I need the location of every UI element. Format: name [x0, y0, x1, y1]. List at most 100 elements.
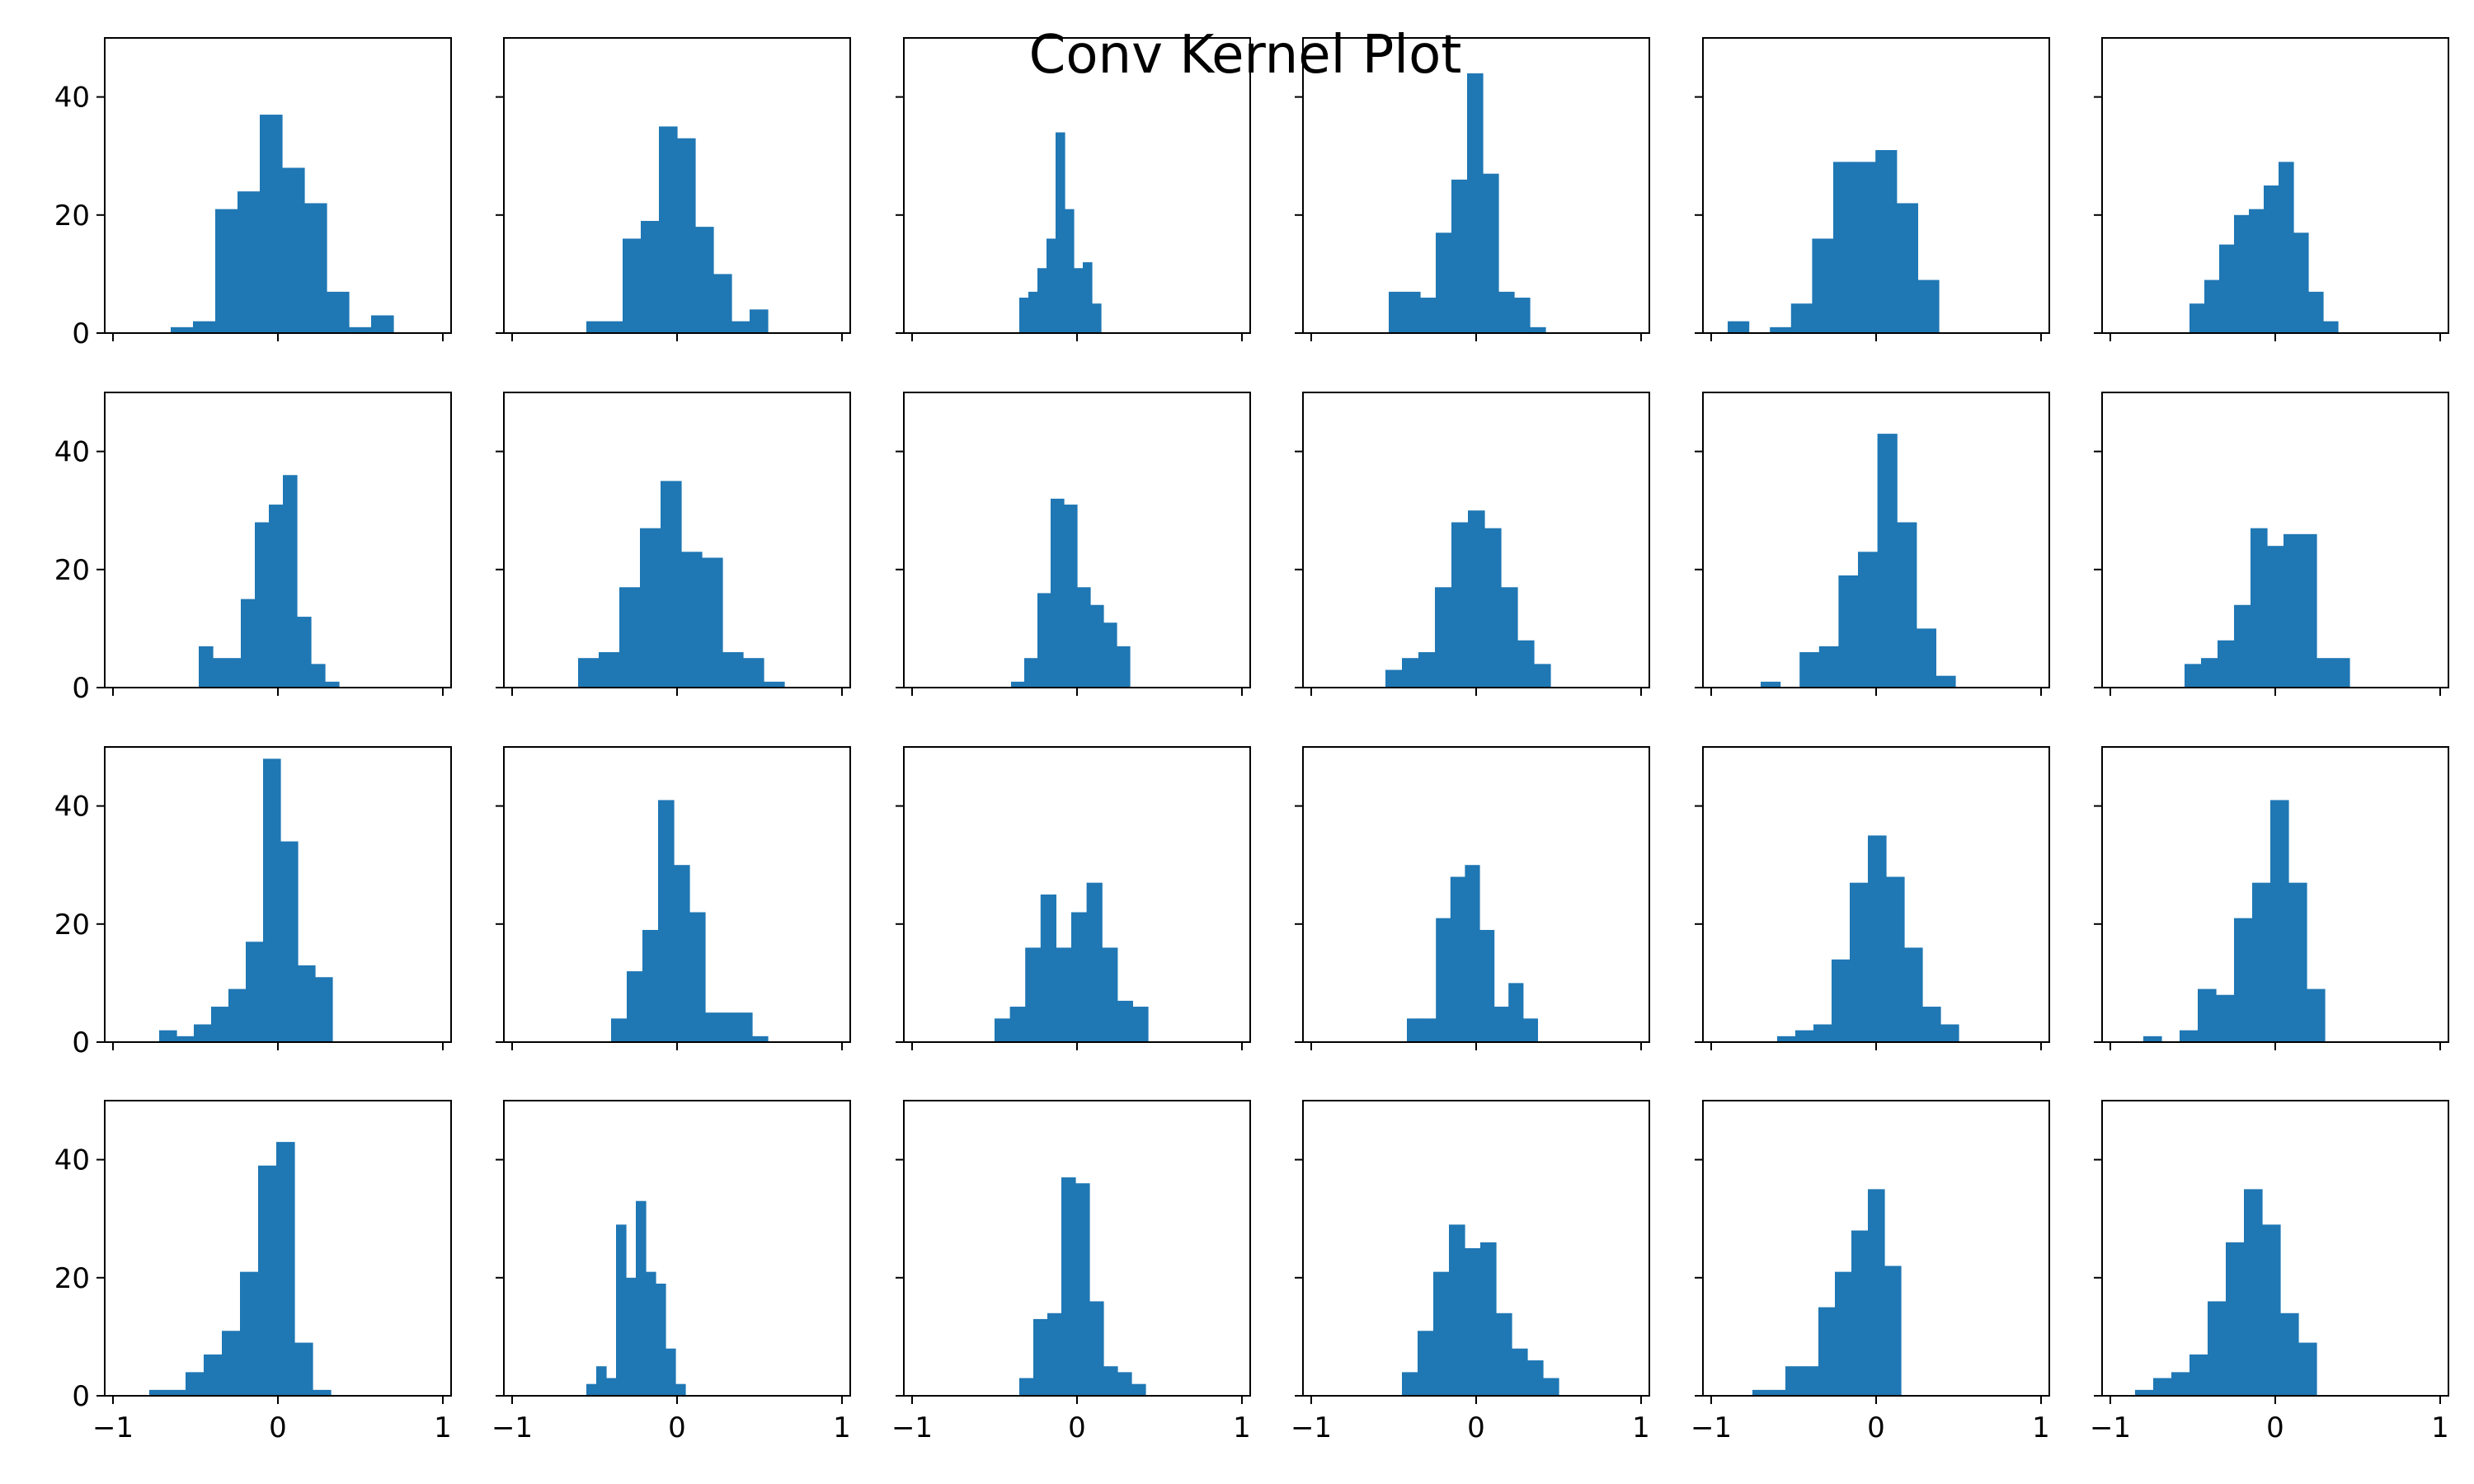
histogram-bar	[578, 658, 600, 688]
histogram-bar	[1802, 1366, 1819, 1396]
histogram-bar	[280, 841, 299, 1042]
histogram-bar	[211, 1007, 229, 1042]
histogram-bar	[1102, 947, 1118, 1042]
histogram-bar	[623, 238, 642, 333]
histogram-bar	[2264, 186, 2279, 333]
x-tick-label: 1	[1233, 1411, 1251, 1444]
histogram-bar	[1385, 669, 1403, 688]
histogram-bar	[1530, 326, 1546, 333]
panel-r3-c2	[496, 746, 851, 1050]
histogram-bar	[1435, 587, 1452, 688]
x-tick-label: 0	[1467, 1411, 1485, 1444]
histogram-bar	[1449, 1224, 1465, 1396]
histogram-bar	[1117, 1372, 1132, 1396]
panel-r2-c2	[496, 392, 851, 696]
histogram-bar	[1436, 232, 1452, 333]
histogram-bar	[702, 557, 723, 688]
histogram-bar	[2308, 291, 2324, 333]
histogram-bar	[1092, 303, 1102, 333]
histogram-bar	[2280, 1313, 2299, 1396]
histogram-bar	[1056, 132, 1065, 333]
histogram-bar	[1854, 162, 1876, 333]
histogram-bar	[2201, 658, 2218, 688]
histogram-bar	[2270, 800, 2289, 1042]
x-tick-label: 1	[833, 1411, 851, 1444]
histogram-bar	[213, 658, 228, 688]
histogram-bar	[2204, 279, 2220, 333]
panel-r1-c5	[1695, 37, 2050, 341]
histogram-bar	[1011, 681, 1025, 688]
histogram-bar	[1886, 876, 1905, 1042]
histogram-bar	[677, 138, 696, 333]
histogram-bar	[327, 291, 350, 333]
histogram-bar	[666, 1348, 676, 1396]
histogram-bar	[171, 326, 194, 333]
histogram-bar	[269, 505, 284, 688]
histogram-bar	[1451, 179, 1468, 333]
histogram-bar	[2198, 989, 2217, 1042]
histogram-bar	[721, 1012, 737, 1042]
histogram-bar	[349, 326, 372, 333]
panel-r2-c3	[896, 392, 1251, 696]
histogram-bar	[1916, 628, 1936, 688]
histogram-bar	[2267, 546, 2284, 688]
histogram-bar	[1832, 959, 1851, 1042]
histogram-bar	[222, 1331, 241, 1396]
histogram-bar	[611, 1018, 628, 1042]
histogram-bar	[1037, 268, 1047, 333]
histogram-bar	[255, 522, 270, 688]
histogram-bar	[311, 664, 326, 688]
histogram-bar	[596, 1366, 607, 1396]
histogram-bar	[1402, 658, 1419, 688]
y-tick-label: 20	[54, 200, 90, 232]
histogram-bar	[1835, 1271, 1852, 1396]
histogram-bar	[656, 1283, 666, 1396]
histogram-bar	[1790, 303, 1813, 333]
histogram-bar	[599, 652, 620, 688]
histogram-bar	[1025, 947, 1042, 1042]
histogram-bar	[674, 865, 690, 1042]
histogram-bar	[2262, 1224, 2281, 1396]
histogram-bar	[1896, 203, 1918, 333]
histogram-bar	[1813, 1024, 1832, 1042]
histogram-bar	[1028, 291, 1038, 333]
histogram-bar	[1040, 895, 1056, 1042]
y-tick-label: 0	[72, 1380, 90, 1413]
panel-r1-c1: 0 20 40	[54, 37, 452, 350]
x-tick-label: −1	[92, 1411, 134, 1444]
histogram-bar	[695, 227, 714, 333]
panel-r3-c5	[1695, 746, 2050, 1050]
histogram-bar	[1785, 1366, 1803, 1396]
histogram-bar	[1047, 238, 1056, 333]
histogram-bar	[1917, 279, 1940, 333]
histogram-bar	[2333, 658, 2350, 688]
histogram-bar	[297, 617, 312, 688]
histogram-bar	[627, 971, 643, 1042]
histogram-bar	[1752, 1389, 1770, 1396]
histogram-bar	[1117, 1000, 1133, 1042]
histogram-bar	[2298, 1342, 2317, 1396]
histogram-bar	[1019, 298, 1029, 333]
histogram-bar	[1480, 1242, 1497, 1396]
panel-r2-c6	[2094, 392, 2449, 696]
x-tick-label: −1	[492, 1411, 533, 1444]
histogram-bar	[241, 599, 256, 688]
histogram-bar	[1071, 912, 1088, 1042]
histogram-bar	[736, 1012, 753, 1042]
histogram-bar	[722, 652, 744, 688]
histogram-bar	[263, 758, 281, 1042]
histogram-bar	[194, 1024, 212, 1042]
histogram-bar	[658, 800, 675, 1042]
histogram-bar	[1479, 929, 1495, 1042]
x-tick-label: −1	[2090, 1411, 2131, 1444]
histogram-bar	[606, 1378, 617, 1396]
histogram-bar	[1009, 1007, 1026, 1042]
histogram-bar	[1922, 1007, 1941, 1042]
histogram-bar	[1799, 652, 1820, 688]
x-tick-label: 0	[1068, 1411, 1086, 1444]
x-tick-label: 0	[1867, 1411, 1885, 1444]
histogram-bar	[2216, 994, 2235, 1042]
